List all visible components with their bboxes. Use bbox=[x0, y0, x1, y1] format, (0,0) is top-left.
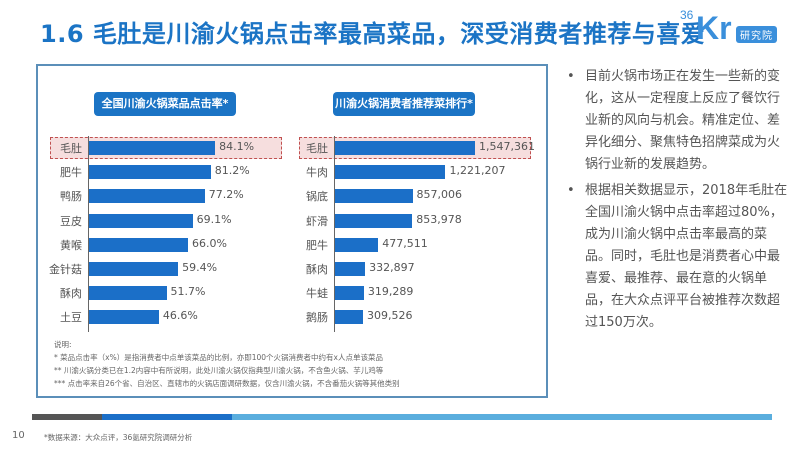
footer-bar-segment bbox=[102, 414, 232, 420]
note-line: ** 川渝火锅分类已在1.2内容中有所说明，此处川渝火锅仅指典型川渝火锅，不含鱼… bbox=[54, 366, 384, 375]
value-label: 66.0% bbox=[192, 236, 227, 250]
category-label: 毛肚 bbox=[306, 142, 328, 155]
footer-bar-segment bbox=[32, 414, 102, 420]
value-label: 59.4% bbox=[182, 261, 218, 274]
value-label: 1,221,207 bbox=[449, 164, 506, 178]
category-label: 鸭肠 bbox=[60, 190, 82, 204]
value-label: 51.7% bbox=[170, 285, 206, 299]
bullet-item: • 目前火锅市场正在发生一些新的变化，这从一定程度上反应了餐饮行业新的风向与机会… bbox=[565, 66, 790, 176]
category-label: 酥肉 bbox=[60, 287, 82, 301]
bullet-dot-icon: • bbox=[567, 183, 575, 198]
bar bbox=[89, 165, 211, 180]
logo-tag: 研究院 bbox=[736, 26, 777, 43]
page-number: 10 bbox=[12, 430, 25, 441]
note-line: *** 点击率来自26个省、自治区、直辖市的火锅店面调研数据，仅含川渝火锅，不含… bbox=[54, 379, 400, 388]
y-axis-line bbox=[334, 136, 335, 332]
bar bbox=[335, 141, 475, 155]
value-label: 46.6% bbox=[162, 309, 198, 323]
value-label: 477,511 bbox=[382, 236, 428, 250]
insight-bullets: • 目前火锅市场正在发生一些新的变化，这从一定程度上反应了餐饮行业新的风向与机会… bbox=[565, 66, 790, 338]
value-label: 69.1% bbox=[196, 212, 232, 226]
category-label: 豆皮 bbox=[60, 214, 82, 228]
chart-notes: 说明: * 菜品点击率（x%）是指消费者中点单该菜品的比例，亦即100个火锅消费… bbox=[54, 338, 400, 390]
value-label: 853,978 bbox=[416, 212, 462, 226]
value-label: 1,547,361 bbox=[479, 140, 535, 153]
chart2-title: 川渝火锅消费者推荐菜排行* bbox=[333, 92, 475, 116]
category-label: 毛肚 bbox=[60, 142, 82, 155]
category-label: 肥牛 bbox=[306, 238, 328, 252]
y-axis-line bbox=[88, 136, 89, 332]
notes-heading: 说明: bbox=[54, 340, 72, 349]
data-source: *数据来源：大众点评，36氪研究院调研分析 bbox=[44, 433, 193, 442]
note-line: * 菜品点击率（x%）是指消费者中点单该菜品的比例，亦即100个火锅消费者中约有… bbox=[54, 353, 383, 362]
category-label: 虾滑 bbox=[306, 214, 328, 228]
bar bbox=[89, 189, 205, 204]
bar bbox=[89, 262, 179, 276]
category-label: 黄喉 bbox=[60, 238, 82, 252]
category-label: 鹅肠 bbox=[306, 311, 328, 325]
bar bbox=[89, 237, 188, 252]
logo-kr: Kr bbox=[696, 10, 732, 46]
value-label: 84.1% bbox=[219, 140, 255, 153]
category-label: 牛肉 bbox=[306, 166, 328, 180]
bar bbox=[335, 310, 363, 325]
bar bbox=[335, 189, 413, 204]
category-label: 牛蛙 bbox=[306, 287, 328, 301]
bar bbox=[89, 286, 167, 301]
value-label: 309,526 bbox=[367, 309, 413, 323]
value-label: 332,897 bbox=[369, 261, 415, 274]
value-label: 857,006 bbox=[416, 188, 463, 202]
bar bbox=[335, 237, 379, 252]
category-label: 肥牛 bbox=[60, 166, 82, 180]
bar bbox=[89, 141, 216, 155]
bullet-item: • 根据相关数据显示，2018年毛肚在全国川渝火锅中点击率超过80%，成为川渝火… bbox=[565, 180, 790, 334]
36kr-logo: 36 Kr 研究院 bbox=[680, 8, 790, 48]
footer-bar-segment bbox=[232, 414, 772, 420]
footer-color-bar bbox=[32, 414, 772, 420]
chart1-title: 全国川渝火锅菜品点击率* bbox=[94, 92, 236, 116]
value-label: 81.2% bbox=[214, 164, 250, 178]
logo-number: 36 bbox=[680, 8, 694, 22]
bullet-dot-icon: • bbox=[567, 69, 575, 84]
value-label: 319,289 bbox=[367, 285, 414, 299]
page-title: 1.6 毛肚是川渝火锅点击率最高菜品，深受消费者推荐与喜爱 bbox=[40, 20, 706, 48]
category-label: 锅底 bbox=[306, 190, 328, 204]
bullet-text: 根据相关数据显示，2018年毛肚在全国川渝火锅中点击率超过80%，成为川渝火锅中… bbox=[585, 183, 788, 330]
category-label: 土豆 bbox=[60, 311, 82, 325]
value-label: 77.2% bbox=[208, 188, 244, 202]
charts-panel bbox=[36, 64, 548, 398]
bar bbox=[335, 165, 446, 180]
bar bbox=[335, 213, 413, 228]
bar bbox=[335, 262, 366, 276]
category-label: 金针菇 bbox=[49, 263, 82, 276]
bar bbox=[89, 310, 159, 325]
bar bbox=[89, 213, 193, 228]
category-label: 酥肉 bbox=[306, 263, 328, 276]
bullet-text: 目前火锅市场正在发生一些新的变化，这从一定程度上反应了餐饮行业新的风向与机会。精… bbox=[585, 69, 781, 172]
bar bbox=[335, 286, 364, 301]
